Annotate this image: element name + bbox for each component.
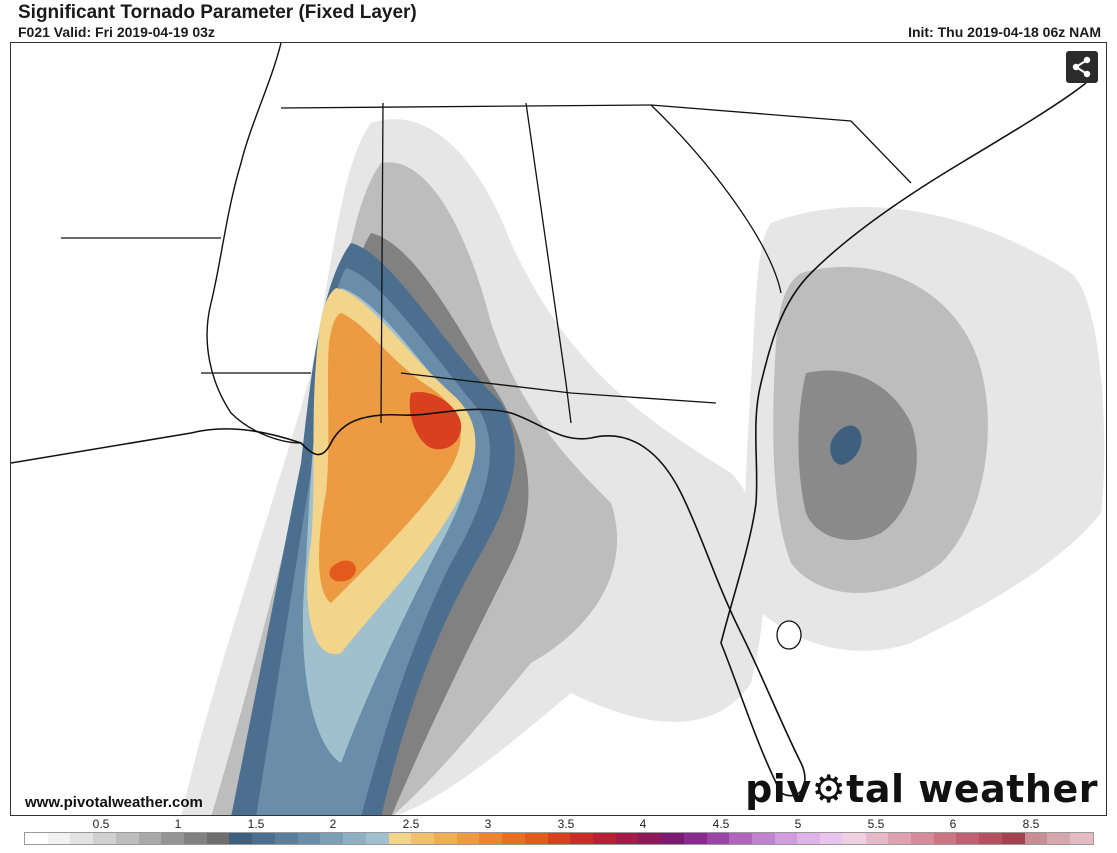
colorbar-swatch <box>365 833 389 844</box>
colorbar-tick-label: 2.5 <box>402 817 420 831</box>
colorbar-swatch <box>252 833 275 844</box>
shading-gray-east-dark <box>798 370 917 541</box>
colorbar-tick-label: 3 <box>484 817 492 831</box>
colorbar-swatches <box>24 832 1094 845</box>
page-title: Significant Tornado Parameter (Fixed Lay… <box>18 2 417 23</box>
mississippi-river <box>206 43 302 444</box>
colorbar-tick-label: 3.5 <box>557 817 575 831</box>
shading-red <box>409 392 462 450</box>
lake-okeechobee <box>776 620 802 650</box>
colorbar-swatch <box>343 833 366 844</box>
colorbar-swatch <box>184 833 207 844</box>
gear-icon: ⚙ <box>811 767 847 811</box>
border-ms-al <box>380 102 384 424</box>
colorbar-tick-label: 5 <box>794 817 802 831</box>
colorbar-swatch <box>388 833 412 844</box>
colorbar-swatch <box>206 833 230 844</box>
colorbar-tick-label: 1.5 <box>247 817 265 831</box>
colorbar-tick-label: 1 <box>174 817 182 831</box>
map-canvas <box>11 43 1105 815</box>
colorbar-swatch <box>320 833 344 844</box>
colorbar-swatch <box>25 833 48 844</box>
colorbar: 0.5 1 1.5 2 2.5 3 3.5 4 4.5 5 5.5 6 8.5 <box>24 816 1094 853</box>
colorbar-swatch <box>297 833 321 844</box>
colorbar-swatch <box>729 833 752 844</box>
colorbar-swatch <box>615 833 639 844</box>
colorbar-swatch <box>411 833 434 844</box>
shading-blue-east <box>830 425 862 465</box>
colorbar-swatch <box>1001 833 1025 844</box>
colorbar-swatch <box>1047 833 1071 844</box>
colorbar-swatch <box>479 833 503 844</box>
colorbar-swatch <box>433 833 457 844</box>
colorbar-swatch <box>911 833 934 844</box>
state-borders <box>61 102 912 424</box>
colorbar-swatch <box>524 833 548 844</box>
colorbar-tick-label: 5.5 <box>867 817 885 831</box>
colorbar-ticks: 0.5 1 1.5 2 2.5 3 3.5 4 4.5 5 5.5 6 8.5 <box>24 816 1094 832</box>
shading-orange <box>319 313 461 603</box>
colorbar-swatch <box>1024 833 1048 844</box>
colorbar-swatch <box>888 833 912 844</box>
colorbar-swatch <box>865 833 889 844</box>
website-link[interactable]: www.pivotalweather.com <box>25 794 203 811</box>
share-icon <box>1072 56 1091 78</box>
colorbar-swatch <box>274 833 298 844</box>
colorbar-swatch <box>638 833 662 844</box>
colorbar-swatch <box>93 833 116 844</box>
valid-time: F021 Valid: Fri 2019-04-19 03z <box>18 24 215 40</box>
colorbar-swatch <box>47 833 71 844</box>
coastline <box>11 82 1087 797</box>
colorbar-swatch <box>547 833 571 844</box>
colorbar-swatch <box>661 833 684 844</box>
map-panel[interactable]: www.pivotalweather.com piv⚙tal weather <box>10 42 1107 816</box>
border-ga-fl <box>400 372 717 404</box>
colorbar-tick-label: 4.5 <box>712 817 730 831</box>
init-time: Init: Thu 2019-04-18 06z NAM <box>908 24 1101 40</box>
colorbar-swatch <box>933 833 957 844</box>
colorbar-swatch <box>820 833 843 844</box>
brand-logo: piv⚙tal weather <box>745 767 1098 811</box>
colorbar-tick-label: 4 <box>639 817 647 831</box>
brand-prefix: piv <box>745 767 812 811</box>
colorbar-tick-label: 0.5 <box>92 817 110 831</box>
colorbar-swatch <box>979 833 1002 844</box>
colorbar-swatch <box>683 833 707 844</box>
colorbar-tick-label: 8.5 <box>1022 817 1040 831</box>
colorbar-swatch <box>456 833 480 844</box>
colorbar-swatch <box>956 833 980 844</box>
colorbar-tick-label: 2 <box>329 817 337 831</box>
colorbar-swatch <box>592 833 616 844</box>
colorbar-swatch <box>706 833 730 844</box>
brand-suffix: tal weather <box>846 767 1098 811</box>
border-nc-sc <box>650 104 912 184</box>
colorbar-swatch <box>70 833 94 844</box>
colorbar-swatch <box>1070 833 1093 844</box>
colorbar-swatch <box>752 833 775 844</box>
colorbar-swatch <box>797 833 821 844</box>
colorbar-swatch <box>115 833 139 844</box>
colorbar-swatch <box>229 833 253 844</box>
border-sc-ga <box>650 104 782 294</box>
colorbar-swatch <box>161 833 185 844</box>
colorbar-swatch <box>138 833 162 844</box>
colorbar-tick-label: 6 <box>949 817 957 831</box>
border-tn <box>280 104 652 109</box>
colorbar-swatch <box>842 833 866 844</box>
shading-red-south <box>329 560 356 582</box>
colorbar-swatch <box>570 833 593 844</box>
colorbar-swatch <box>774 833 798 844</box>
share-button[interactable] <box>1066 51 1098 83</box>
border-al-ga <box>525 102 572 424</box>
colorbar-swatch <box>502 833 525 844</box>
